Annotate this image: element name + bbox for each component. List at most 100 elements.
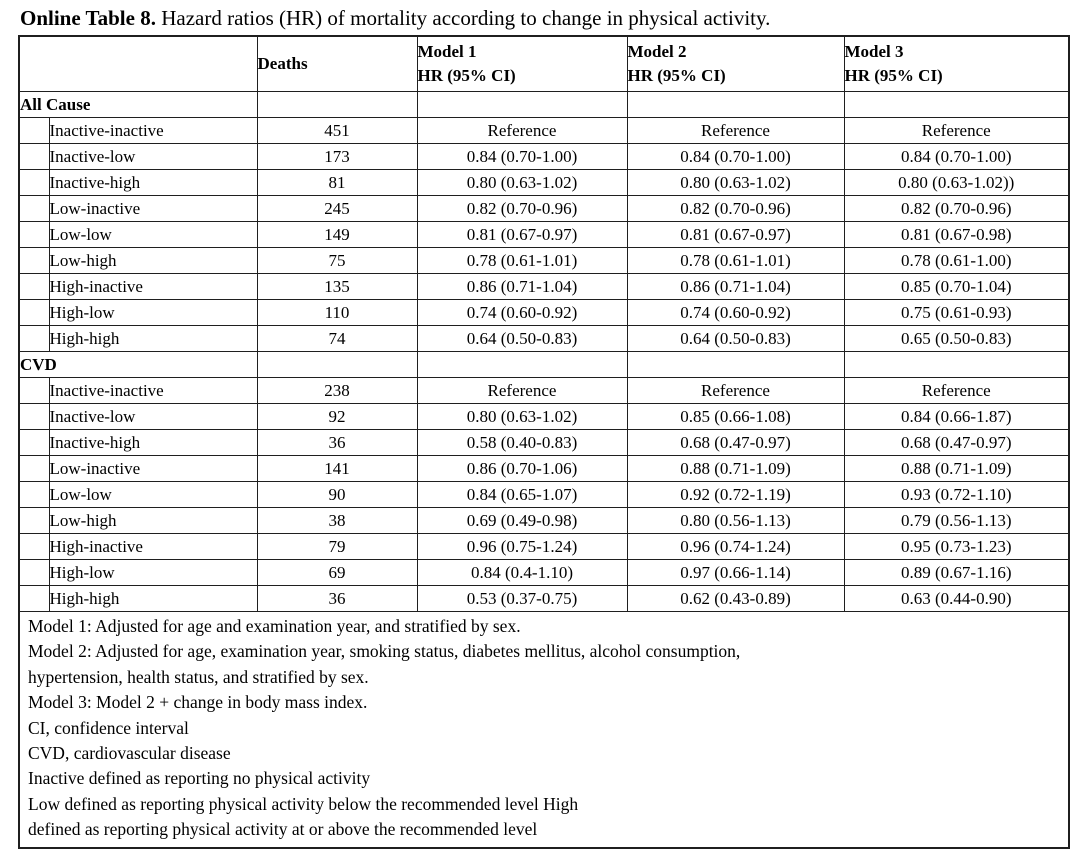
model1-value: 0.86 (0.70-1.06) <box>416 455 628 482</box>
indent-cell <box>18 429 50 456</box>
model1-value: 0.81 (0.67-0.97) <box>416 221 628 248</box>
table-row: Inactive-low 92 0.80 (0.63-1.02) 0.85 (0.66… <box>18 403 1070 430</box>
row-label: Low-high <box>48 507 258 534</box>
empty-deaths-cell <box>256 351 418 378</box>
section-row-all-cause: All Cause <box>18 91 1070 118</box>
model3-value: 0.82 (0.70-0.96) <box>843 195 1070 222</box>
table-row: Low-inactive 245 0.82 (0.70-0.96) 0.82 (0.7… <box>18 195 1070 222</box>
indent-cell <box>18 455 50 482</box>
table-row: Low-inactive 141 0.86 (0.70-1.06) 0.88 (0.7… <box>18 455 1070 482</box>
table-row: High-low 110 0.74 (0.60-0.92) 0.74 (0.60-0.… <box>18 299 1070 326</box>
empty-model1-cell <box>416 91 628 118</box>
table-title-label: Online Table 8. <box>20 6 156 30</box>
model2-value: 0.81 (0.67-0.97) <box>626 221 845 248</box>
empty-model2-cell <box>626 91 845 118</box>
footnote-line: Inactive defined as reporting no physica… <box>28 768 371 789</box>
table-header-row: Deaths Model 1 HR (95% CI) Model 2 HR (9… <box>18 35 1070 92</box>
model2-value: 0.97 (0.66-1.14) <box>626 559 845 586</box>
row-label: Low-high <box>48 247 258 274</box>
model2-value: 0.82 (0.70-0.96) <box>626 195 845 222</box>
model2-value: 0.86 (0.71-1.04) <box>626 273 845 300</box>
model2-value: 0.84 (0.70-1.00) <box>626 143 845 170</box>
deaths-value: 149 <box>256 221 418 248</box>
indent-cell <box>18 403 50 430</box>
table-row: Inactive-high 81 0.80 (0.63-1.02) 0.80 (0.6… <box>18 169 1070 196</box>
footnote-line: CI, confidence interval <box>28 717 189 738</box>
model1-value: 0.96 (0.75-1.24) <box>416 533 628 560</box>
model2-value: 0.62 (0.43-0.89) <box>626 585 845 612</box>
table-row: High-high 36 0.53 (0.37-0.75) 0.62 (0.43-0.… <box>18 585 1070 612</box>
indent-cell <box>18 533 50 560</box>
indent-cell <box>18 117 50 144</box>
model1-value: 0.80 (0.63-1.02) <box>416 169 628 196</box>
indent-cell <box>18 273 50 300</box>
model2-value: 0.68 (0.47-0.97) <box>626 429 845 456</box>
model3-value: 0.65 (0.50-0.83) <box>843 325 1070 352</box>
table-row: Low-high 38 0.69 (0.49-0.98) 0.80 (0.56-1.1… <box>18 507 1070 534</box>
model2-value: 0.64 (0.50-0.83) <box>626 325 845 352</box>
table-row: Inactive-inactive 451 Reference Reference Re… <box>18 117 1070 144</box>
header-deaths: Deaths <box>256 35 418 92</box>
header-model3-line2: HR (95% CI) <box>844 66 943 85</box>
header-model2-line1: Model 2 <box>627 42 687 61</box>
row-label: Inactive-inactive <box>48 377 258 404</box>
deaths-value: 92 <box>256 403 418 430</box>
model2-value: 0.78 (0.61-1.01) <box>626 247 845 274</box>
indent-cell <box>18 481 50 508</box>
model2-value: 0.85 (0.66-1.08) <box>626 403 845 430</box>
empty-deaths-cell <box>256 91 418 118</box>
row-label: Low-low <box>48 221 258 248</box>
deaths-value: 90 <box>256 481 418 508</box>
deaths-value: 173 <box>256 143 418 170</box>
row-label: High-inactive <box>48 533 258 560</box>
indent-cell <box>18 195 50 222</box>
model1-value: 0.78 (0.61-1.01) <box>416 247 628 274</box>
deaths-value: 79 <box>256 533 418 560</box>
model2-value: 0.88 (0.71-1.09) <box>626 455 845 482</box>
table-row: High-high 74 0.64 (0.50-0.83) 0.64 (0.50-0.… <box>18 325 1070 352</box>
model3-value: 0.63 (0.44-0.90) <box>843 585 1070 612</box>
model3-value: 0.81 (0.67-0.98) <box>843 221 1070 248</box>
model3-value: 0.88 (0.71-1.09) <box>843 455 1070 482</box>
indent-cell <box>18 325 50 352</box>
indent-cell <box>18 143 50 170</box>
deaths-value: 69 <box>256 559 418 586</box>
model1-value: 0.84 (0.4-1.10) <box>416 559 628 586</box>
hazard-ratio-table: Deaths Model 1 HR (95% CI) Model 2 HR (9… <box>18 35 1070 849</box>
model2-value: 0.74 (0.60-0.92) <box>626 299 845 326</box>
footnote-line: hypertension, health status, and stratif… <box>28 666 369 687</box>
footnote-line: Low defined as reporting physical activi… <box>28 793 579 814</box>
model2-value: Reference <box>626 377 845 404</box>
indent-cell <box>18 221 50 248</box>
deaths-value: 75 <box>256 247 418 274</box>
indent-cell <box>18 377 50 404</box>
footnote-line: CVD, cardiovascular disease <box>28 743 231 764</box>
model3-value: 0.80 (0.63-1.02)) <box>843 169 1070 196</box>
deaths-value: 74 <box>256 325 418 352</box>
footnote-line: Model 3: Model 2 + change in body mass i… <box>28 692 368 713</box>
model3-value: 0.68 (0.47-0.97) <box>843 429 1070 456</box>
indent-cell <box>18 585 50 612</box>
empty-model1-cell <box>416 351 628 378</box>
indent-cell <box>18 247 50 274</box>
row-label: High-inactive <box>48 273 258 300</box>
header-model2: Model 2 HR (95% CI) <box>626 35 845 92</box>
table-title-text: Hazard ratios (HR) of mortality accordin… <box>155 6 771 30</box>
row-label: Inactive-high <box>48 429 258 456</box>
table-row: Inactive-low 173 0.84 (0.70-1.00) 0.84 (0.7… <box>18 143 1070 170</box>
model1-value: 0.64 (0.50-0.83) <box>416 325 628 352</box>
row-label: Inactive-inactive <box>48 117 258 144</box>
model1-value: 0.69 (0.49-0.98) <box>416 507 628 534</box>
deaths-value: 451 <box>256 117 418 144</box>
model1-value: 0.74 (0.60-0.92) <box>416 299 628 326</box>
footnote-cell: Model 1: Adjusted for age and examinatio… <box>18 610 1070 849</box>
table-row: Low-low 90 0.84 (0.65-1.07) 0.92 (0.72-1.19… <box>18 481 1070 508</box>
empty-model2-cell <box>626 351 845 378</box>
deaths-value: 110 <box>256 299 418 326</box>
header-model1-line1: Model 1 <box>417 42 477 61</box>
model1-value: 0.84 (0.65-1.07) <box>416 481 628 508</box>
footnote-row: Model 1: Adjusted for age and examinatio… <box>18 610 1070 849</box>
table-row: Inactive-inactive 238 Reference Reference Re… <box>18 377 1070 404</box>
model1-value: Reference <box>416 117 628 144</box>
header-model1-line2: HR (95% CI) <box>417 66 516 85</box>
